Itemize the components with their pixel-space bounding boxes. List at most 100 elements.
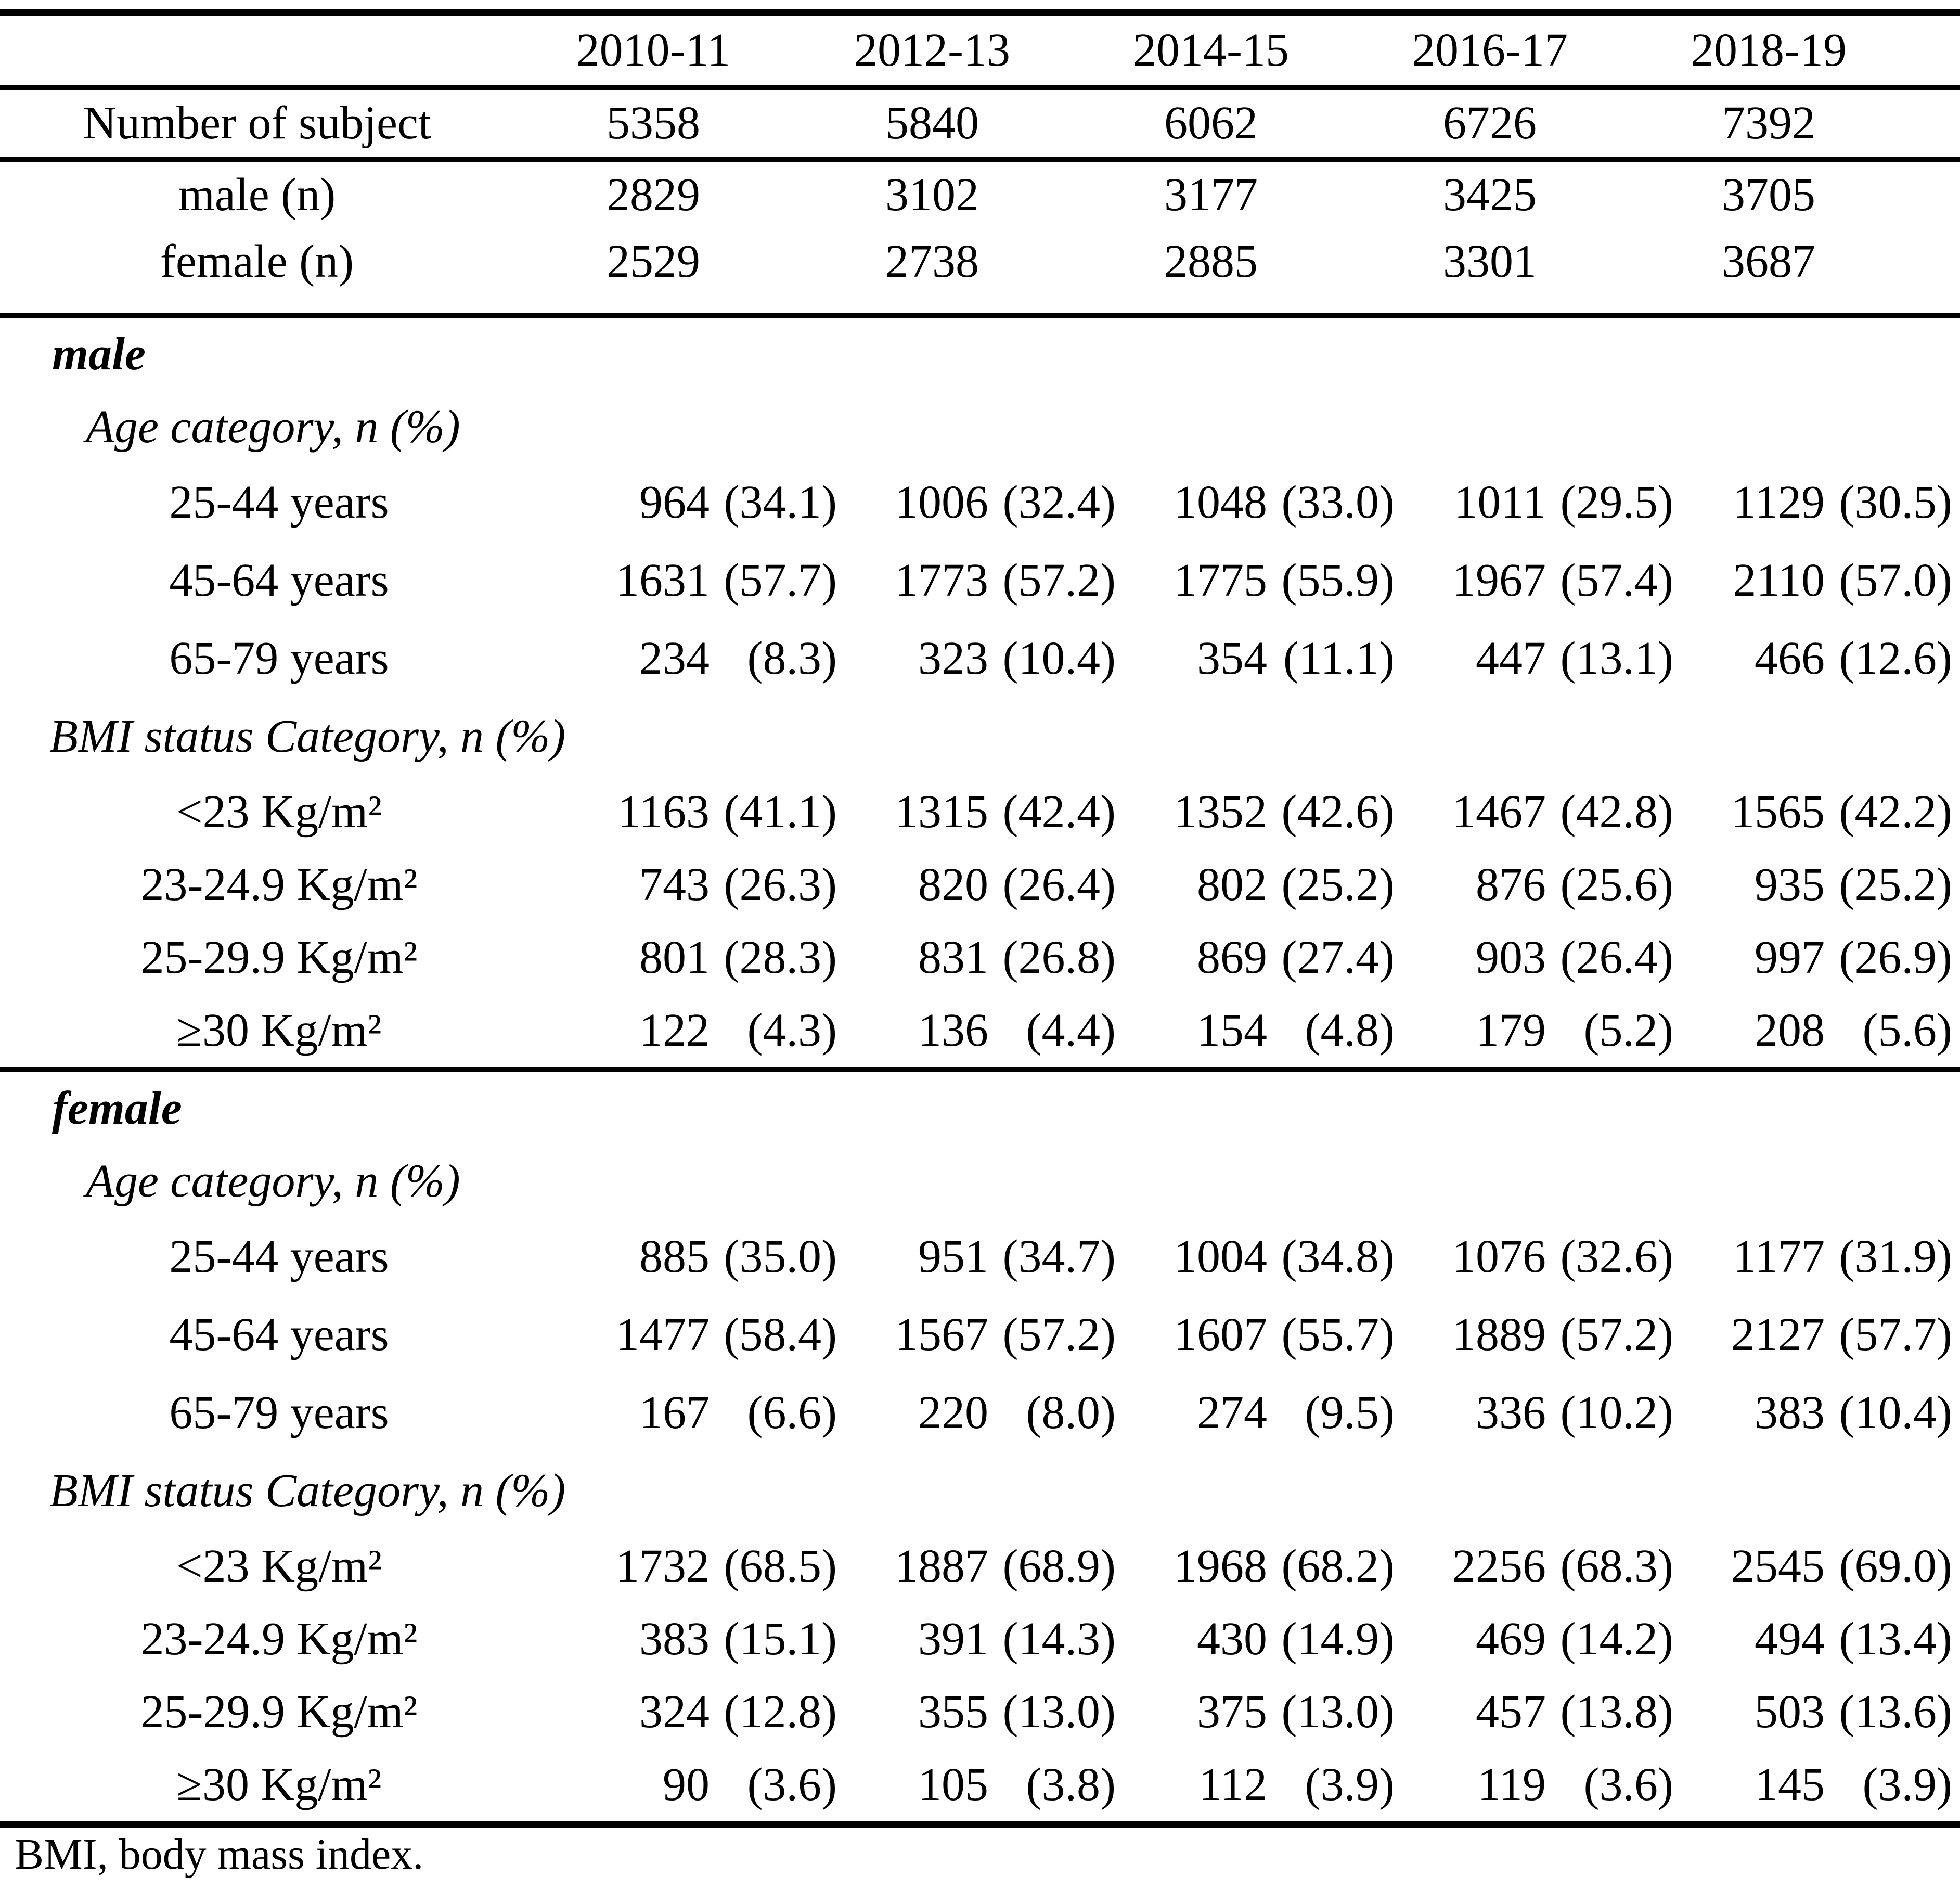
count-value: 494 (1755, 1613, 1825, 1665)
count-value: 1775 (1174, 555, 1267, 606)
spacer (0, 295, 1960, 313)
section-title: female (52, 1083, 182, 1134)
data-cell: 179 (5.2) (1395, 1007, 1673, 1054)
data-cell: 951 (34.7) (837, 1233, 1116, 1280)
rule-under-subjects (0, 157, 1960, 162)
data-cell: 743 (26.3) (558, 862, 837, 908)
data-cell: 1887 (68.9) (837, 1543, 1116, 1590)
percent-value: (3.9) (1305, 1759, 1395, 1810)
data-cell: 820 (26.4) (837, 862, 1116, 908)
data-cell: 1967 (57.4) (1395, 557, 1673, 604)
count-value: 935 (1755, 859, 1825, 910)
row-label: female (n) (160, 236, 354, 287)
percent-value: (33.0) (1281, 477, 1395, 528)
data-cell: 119 (3.6) (1395, 1762, 1673, 1808)
group-heading: BMI status Category, n (%) (49, 1465, 566, 1516)
data-cell: 145 (3.9) (1673, 1762, 1952, 1808)
percent-value: (57.2) (1002, 555, 1116, 606)
percent-value: (26.4) (1560, 932, 1673, 983)
count-value: 820 (918, 859, 988, 910)
cell-value: 2738 (885, 236, 979, 287)
col-header-year: 2010-11 (576, 24, 731, 76)
row-label: 25-29.9 Kg/m² (140, 1686, 418, 1738)
count-value: 1477 (616, 1309, 710, 1360)
table-row: ≥30 Kg/m² 90 (3.6) 105 (3.8) 112 (3.9) 119 (… (0, 1748, 1960, 1821)
table-row: 45-64 years 1477 (58.4) 1567 (57.2) 1607 (5… (0, 1296, 1960, 1374)
data-cell: 1177 (31.9) (1673, 1233, 1952, 1280)
table-row-male-n: male (n) 2829 3102 3177 3425 3705 (0, 162, 1960, 228)
table-row: 25-29.9 Kg/m² 801 (28.3) 831 (26.8) 869 (27… (0, 921, 1960, 994)
count-value: 355 (918, 1686, 988, 1738)
percent-value: (34.8) (1281, 1231, 1395, 1282)
count-value: 2545 (1731, 1540, 1825, 1592)
data-cell: 1968 (68.2) (1116, 1543, 1395, 1590)
count-value: 1467 (1452, 786, 1546, 838)
rule-bottom (0, 1821, 1960, 1828)
row-label: <23 Kg/m² (176, 786, 382, 838)
data-cell: 831 (26.8) (837, 934, 1116, 981)
percent-value: (58.4) (724, 1309, 837, 1360)
cell-value: 3425 (1443, 169, 1537, 221)
percent-value: (10.4) (1002, 633, 1116, 684)
count-value: 1177 (1733, 1231, 1825, 1282)
count-value: 208 (1755, 1005, 1825, 1056)
cell-value: 2529 (607, 236, 700, 287)
group-heading-row: Age category, n (%) (0, 1145, 1960, 1218)
row-label: 65-79 years (169, 633, 389, 684)
table-row: 25-29.9 Kg/m² 324 (12.8) 355 (13.0) 375 (13… (0, 1676, 1960, 1748)
count-value: 375 (1197, 1686, 1267, 1738)
percent-value: (26.8) (1002, 932, 1116, 983)
percent-value: (55.9) (1281, 555, 1395, 606)
data-cell: 234 (8.3) (558, 635, 837, 682)
data-cell: 354 (11.1) (1116, 635, 1395, 682)
percent-value: (57.2) (1002, 1309, 1116, 1360)
percent-value: (8.0) (1026, 1387, 1116, 1438)
percent-value: (6.6) (747, 1387, 837, 1438)
cell-value: 5840 (885, 97, 979, 149)
count-value: 220 (918, 1387, 988, 1438)
count-value: 1889 (1452, 1309, 1546, 1360)
cell-value: 3687 (1722, 236, 1815, 287)
row-label: 23-24.9 Kg/m² (140, 1613, 418, 1665)
percent-value: (8.3) (747, 633, 837, 684)
percent-value: (14.3) (1002, 1613, 1116, 1665)
data-cell: 90 (3.6) (558, 1762, 837, 1808)
data-cell: 1565 (42.2) (1673, 789, 1952, 835)
data-cell: 1352 (42.6) (1116, 789, 1395, 835)
count-value: 122 (639, 1005, 710, 1056)
count-value: 1004 (1174, 1231, 1267, 1282)
rule-top (0, 9, 1960, 16)
group-heading: Age category, n (%) (86, 401, 460, 453)
data-cell: 876 (25.6) (1395, 862, 1673, 908)
data-cell: 1775 (55.9) (1116, 557, 1395, 604)
rule-above-male-section (0, 313, 1960, 318)
count-value: 1565 (1731, 786, 1825, 838)
section-title: male (52, 328, 146, 380)
count-value: 869 (1197, 932, 1267, 983)
data-cell: 1315 (42.4) (837, 789, 1116, 835)
data-cell: 383 (10.4) (1673, 1390, 1952, 1436)
count-value: 2110 (1733, 555, 1825, 606)
data-cell: 802 (25.2) (1116, 862, 1395, 908)
percent-value: (26.3) (724, 859, 837, 910)
count-value: 323 (918, 633, 988, 684)
table-row-number-of-subject: Number of subject 5358 5840 6062 6726 73… (0, 90, 1960, 157)
table-row: ≥30 Kg/m² 122 (4.3) 136 (4.4) 154 (4.8) 179… (0, 994, 1960, 1067)
percent-value: (14.9) (1281, 1613, 1395, 1665)
data-cell: 2127 (57.7) (1673, 1312, 1952, 1358)
data-cell: 935 (25.2) (1673, 862, 1952, 908)
data-cell: 112 (3.9) (1116, 1762, 1395, 1808)
count-value: 831 (918, 932, 988, 983)
table-row: 23-24.9 Kg/m² 383 (15.1) 391 (14.3) 430 (14… (0, 1603, 1960, 1676)
group-heading: Age category, n (%) (86, 1155, 460, 1207)
count-value: 903 (1476, 932, 1546, 983)
data-cell: 503 (13.6) (1673, 1689, 1952, 1735)
percent-value: (3.6) (747, 1759, 837, 1810)
percent-value: (31.9) (1839, 1231, 1952, 1282)
table-row-female-n: female (n) 2529 2738 2885 3301 3687 (0, 228, 1960, 295)
col-header-year: 2014-15 (1133, 24, 1289, 76)
cell-value: 3177 (1164, 169, 1258, 221)
table-row: <23 Kg/m² 1163 (41.1) 1315 (42.4) 1352 (42.… (0, 776, 1960, 848)
percent-value: (30.5) (1839, 477, 1952, 528)
col-header-year: 2018-19 (1691, 24, 1847, 76)
